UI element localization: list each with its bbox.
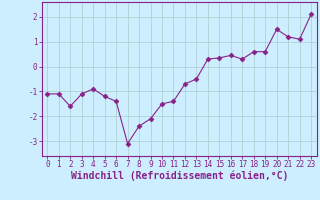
- X-axis label: Windchill (Refroidissement éolien,°C): Windchill (Refroidissement éolien,°C): [70, 171, 288, 181]
